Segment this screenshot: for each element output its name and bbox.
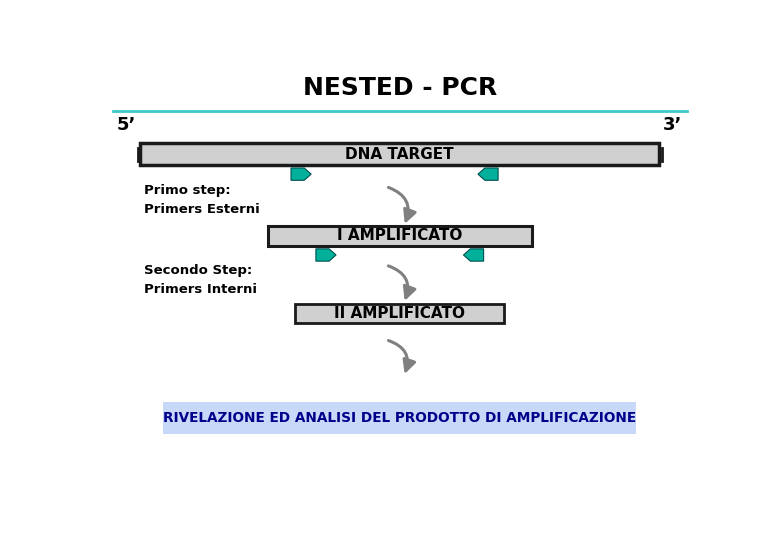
FancyBboxPatch shape xyxy=(163,402,636,434)
Polygon shape xyxy=(478,168,498,180)
FancyBboxPatch shape xyxy=(295,304,505,323)
Text: Secondo Step:
Primers Interni: Secondo Step: Primers Interni xyxy=(144,265,257,296)
FancyBboxPatch shape xyxy=(140,143,659,165)
Text: Primo step:
Primers Esterni: Primo step: Primers Esterni xyxy=(144,184,260,215)
Text: II AMPLIFICATO: II AMPLIFICATO xyxy=(335,306,465,321)
Text: I AMPLIFICATO: I AMPLIFICATO xyxy=(337,228,463,243)
Text: 3’: 3’ xyxy=(663,116,682,134)
Text: RIVELAZIONE ED ANALISI DEL PRODOTTO DI AMPLIFICAZIONE: RIVELAZIONE ED ANALISI DEL PRODOTTO DI A… xyxy=(163,411,636,425)
Polygon shape xyxy=(463,249,484,261)
Text: DNA TARGET: DNA TARGET xyxy=(346,147,454,161)
Polygon shape xyxy=(316,249,336,261)
Polygon shape xyxy=(291,168,311,180)
Text: 5’: 5’ xyxy=(117,116,136,134)
FancyBboxPatch shape xyxy=(268,226,531,246)
Text: NESTED - PCR: NESTED - PCR xyxy=(303,76,497,100)
